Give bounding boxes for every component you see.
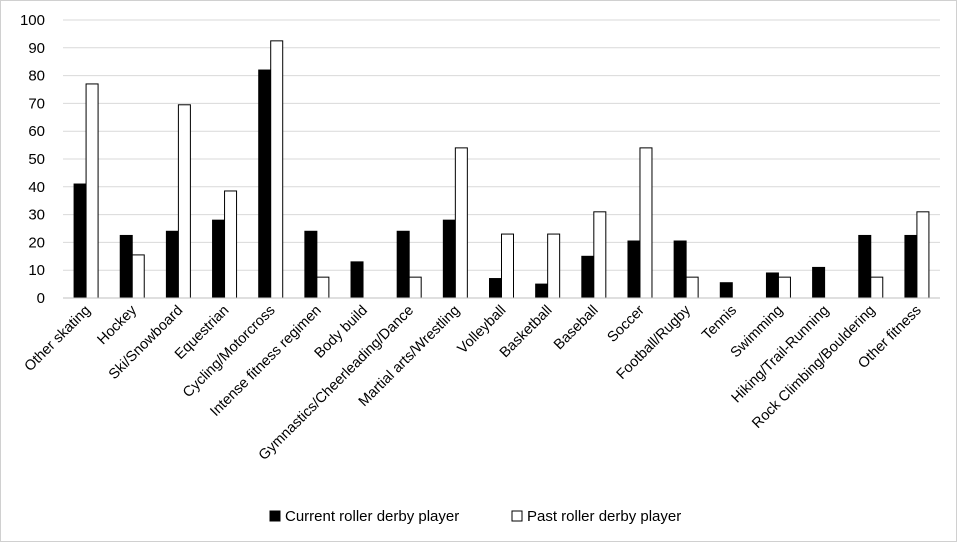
bar-current-swimming — [765, 272, 779, 299]
x-tick-label-other-skating: Other skating — [22, 303, 94, 375]
y-tick-label: 80 — [28, 68, 45, 85]
bar-current-body-build — [350, 261, 364, 299]
bar-past-baseball — [593, 211, 607, 299]
bar-current-ski-snowboard — [165, 230, 179, 299]
bar-past-rock-climbing-bouldering — [870, 276, 884, 299]
y-tick-label: 30 — [28, 207, 45, 224]
y-tick-label: 0 — [37, 290, 45, 307]
y-tick-label: 20 — [28, 234, 45, 251]
category-labels: Other skating HockeySki/SnowboardEquestri… — [22, 302, 925, 464]
bar-past-hockey — [131, 254, 145, 299]
x-tick-label-soccer: Soccer — [605, 302, 648, 345]
bar-current-football-rugby — [673, 240, 687, 299]
gridlines — [63, 19, 940, 271]
y-tick-label: 60 — [28, 123, 45, 140]
legend-swatch-past — [511, 510, 523, 522]
bar-past-cycling-motorcross — [270, 40, 284, 299]
bar-past-soccer — [639, 147, 653, 299]
x-tick-label-tennis: Tennis — [699, 303, 740, 344]
bar-current-gymnastics-cheerleading-dance — [396, 230, 410, 299]
bar-past-equestrian — [224, 190, 238, 299]
bar-past-intense-fitness-regimen — [316, 276, 330, 299]
bar-current-hiking-trail-running — [812, 266, 826, 299]
bar-past-ski-snowboard — [177, 104, 191, 299]
bar-past-basketball — [547, 233, 561, 299]
legend-label-past: Past roller derby player — [527, 508, 681, 525]
bar-current-baseball — [581, 255, 595, 299]
bar-current-tennis — [719, 282, 733, 299]
bar-current-equestrian — [212, 219, 226, 299]
legend-label-current: Current roller derby player — [285, 508, 459, 525]
bar-current-cycling-motorcross — [258, 69, 272, 299]
y-tick-label: 100 — [20, 12, 45, 29]
bar-current-soccer — [627, 240, 641, 299]
x-tick-label-baseball: Baseball — [551, 303, 602, 354]
bar-past-football-rugby — [685, 276, 699, 299]
bar-current-rock-climbing-bouldering — [858, 234, 872, 299]
bar-past-gymnastics-cheerleading-dance — [408, 276, 422, 299]
y-tick-label: 70 — [28, 95, 45, 112]
x-tick-label-hockey: Hockey — [95, 302, 141, 348]
legend-swatch-current — [269, 510, 281, 522]
bar-current-volleyball — [489, 278, 502, 299]
bar-current-martial-arts-wrestling — [442, 219, 456, 299]
bar-past-volleyball — [501, 233, 514, 299]
bars — [73, 40, 930, 299]
bar-past-other-fitness — [916, 211, 930, 299]
bar-current-basketball — [535, 283, 549, 299]
y-axis-ticks: 0 10 20 30 40 50 60 70 80 90 100 — [20, 12, 45, 307]
legend: Current roller derby player Past roller … — [269, 508, 681, 525]
y-tick-label: 50 — [28, 151, 45, 168]
y-tick-label: 40 — [28, 179, 45, 196]
y-tick-label: 10 — [28, 262, 45, 279]
bar-current-intense-fitness-regimen — [304, 230, 318, 299]
bar-current-other-fitness — [904, 234, 918, 299]
bar-current-hockey — [119, 234, 133, 299]
bar-past-other-skating — [85, 83, 99, 299]
y-tick-label: 90 — [28, 40, 45, 57]
bar-past-martial-arts-wrestling — [454, 147, 468, 299]
bar-past-swimming — [777, 276, 791, 299]
bar-current-other-skating — [73, 183, 87, 299]
